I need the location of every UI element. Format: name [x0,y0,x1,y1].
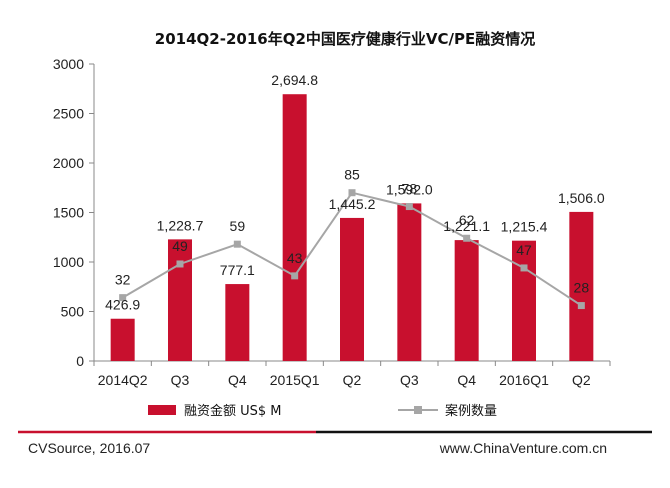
x-tick-label: 2014Q2 [98,372,148,388]
bar-data-label: 1,592.0 [386,181,433,197]
bar-data-label: 1,506.0 [558,190,605,206]
bar-data-label: 1,221.1 [443,218,490,234]
line-point [119,294,127,302]
line-data-label: 47 [516,242,532,258]
x-tick-label: 2015Q1 [270,372,320,388]
bar [110,318,135,361]
line-point [348,189,356,197]
footer-source: CVSource, 2016.07 [28,440,150,456]
line-point [577,302,585,310]
legend-bar-label: 融资金额 US$ M [184,403,282,419]
legend-line-marker [414,406,422,414]
bar [168,239,192,361]
bar [397,203,422,361]
line-point [520,264,528,272]
footer-website: www.ChinaVenture.com.cn [439,440,607,456]
bar-data-label: 2,694.8 [271,72,318,88]
line-point [233,240,241,248]
x-tick-label: Q2 [343,372,362,388]
bar [340,217,364,361]
line-data-label: 62 [459,212,475,228]
x-tick-label: Q4 [228,372,247,388]
line-data-label: 85 [344,167,360,183]
bar [454,240,479,361]
line-data-label: 32 [115,272,131,288]
line-point [291,272,299,280]
y-tick-label: 500 [61,304,85,320]
line-data-label: 49 [172,238,188,254]
x-tick-label: Q4 [457,372,476,388]
line-point [463,234,471,242]
bar-series [110,94,594,362]
y-tick-label: 1000 [53,254,84,270]
x-tick-label: Q3 [171,372,190,388]
y-axis: 0 500 1000 1500 2000 2500 3000 [53,56,95,369]
bar-data-label: 1,215.4 [501,219,548,235]
legend-line-label: 案例数量 [445,404,497,419]
line-data-label: 59 [230,218,246,234]
bar [569,211,594,361]
bar-data-label: 426.9 [105,297,140,313]
bar [282,94,307,362]
bar-data-label: 1,445.2 [329,196,376,212]
line-point [405,203,413,211]
legend: 融资金额 US$ M 案例数量 [148,403,497,419]
y-tick-label: 0 [76,353,84,369]
x-tick-label: 2016Q1 [499,372,549,388]
y-tick-label: 2500 [53,106,84,122]
chart-title: 2014Q2-2016年Q2中国医疗健康行业VC/PE融资情况 [155,30,535,48]
bar [512,240,536,361]
line-point [176,260,184,268]
line-data-label: 78 [402,181,418,197]
bar-data-label: 1,228.7 [157,217,204,233]
line-data-label: 43 [287,250,303,266]
line-data-label: 28 [574,280,590,296]
x-tick-label: Q3 [400,372,419,388]
y-tick-label: 3000 [53,56,84,72]
legend-bar-swatch [148,405,176,415]
bar-data-label: 777.1 [220,262,255,278]
footer: CVSource, 2016.07 www.ChinaVenture.com.c… [18,430,652,456]
bar [225,284,250,361]
line-series [119,189,585,310]
y-tick-label: 1500 [53,205,84,221]
x-axis: 2014Q2 Q3 Q4 2015Q1 Q2 Q3 Q4 2016Q1 Q2 [93,360,611,388]
x-tick-label: Q2 [572,372,591,388]
y-tick-label: 2000 [53,155,84,171]
data-labels: 426.9 1,228.7 777.1 2,694.8 1,445.2 1,592.0 1,… [105,72,605,313]
